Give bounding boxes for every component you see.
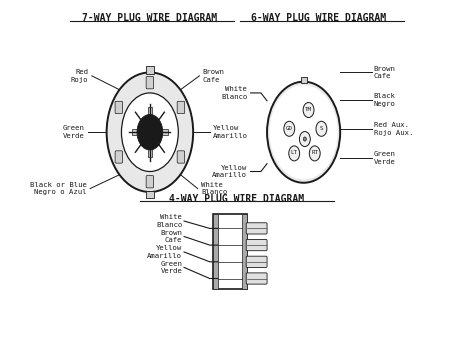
Ellipse shape [284,121,295,136]
Ellipse shape [270,85,338,179]
FancyBboxPatch shape [115,151,123,163]
Ellipse shape [303,137,306,141]
Ellipse shape [267,82,340,183]
FancyBboxPatch shape [246,273,267,284]
Text: GD: GD [286,126,293,131]
FancyBboxPatch shape [146,76,154,89]
Ellipse shape [316,121,327,136]
Bar [301,77,307,83]
Text: White
Blanco: White Blanco [156,214,182,228]
Bar [148,147,152,157]
Text: Brown
Cafe: Brown Cafe [374,66,395,79]
Text: White
Blanco: White Blanco [201,182,228,195]
FancyBboxPatch shape [177,151,185,163]
Ellipse shape [121,93,178,172]
FancyBboxPatch shape [246,223,267,234]
FancyBboxPatch shape [246,239,267,251]
FancyBboxPatch shape [213,214,247,289]
Text: Brown
Cafe: Brown Cafe [161,230,182,243]
Text: RT: RT [311,150,318,155]
Text: 6-WAY PLUG WIRE DIAGRAM: 6-WAY PLUG WIRE DIAGRAM [251,13,387,23]
Bar [242,214,247,289]
Text: Brown
Cafe: Brown Cafe [203,69,225,83]
Ellipse shape [303,103,314,118]
Text: White
Blanco: White Blanco [221,86,247,100]
Text: Black
Negro: Black Negro [374,93,395,107]
Bar [213,214,218,289]
Ellipse shape [137,115,163,150]
Text: Black or Blue
Negro o Azul: Black or Blue Negro o Azul [30,182,87,195]
Ellipse shape [310,146,320,161]
Bar [146,66,154,74]
Text: Yellow
Amarillo: Yellow Amarillo [147,245,182,259]
Text: TM: TM [305,107,312,112]
Text: Red Aux.
Rojo Aux.: Red Aux. Rojo Aux. [374,122,413,135]
Ellipse shape [289,146,300,161]
FancyBboxPatch shape [146,176,154,188]
Text: Yellow
Amarillo: Yellow Amarillo [213,126,248,139]
Ellipse shape [300,131,310,146]
FancyBboxPatch shape [115,101,123,114]
Text: 7-WAY PLUG WIRE DIAGRAM: 7-WAY PLUG WIRE DIAGRAM [82,13,218,23]
Bar [148,107,152,118]
Bar [146,191,154,198]
Text: 4-WAY PLUG WIRE DIAGRAM: 4-WAY PLUG WIRE DIAGRAM [169,194,305,204]
FancyBboxPatch shape [177,101,185,114]
Bar [132,129,139,135]
Text: Yellow
Amarillo: Yellow Amarillo [212,165,247,178]
Text: Green
Verde: Green Verde [63,126,85,139]
Text: Green
Verde: Green Verde [374,151,395,165]
Ellipse shape [107,72,193,192]
Text: Red
Rojo: Red Rojo [71,69,88,83]
FancyBboxPatch shape [246,256,267,268]
Text: Green
Verde: Green Verde [161,261,182,274]
Bar [161,129,168,135]
Text: LT: LT [291,150,298,155]
Text: S: S [319,126,323,131]
